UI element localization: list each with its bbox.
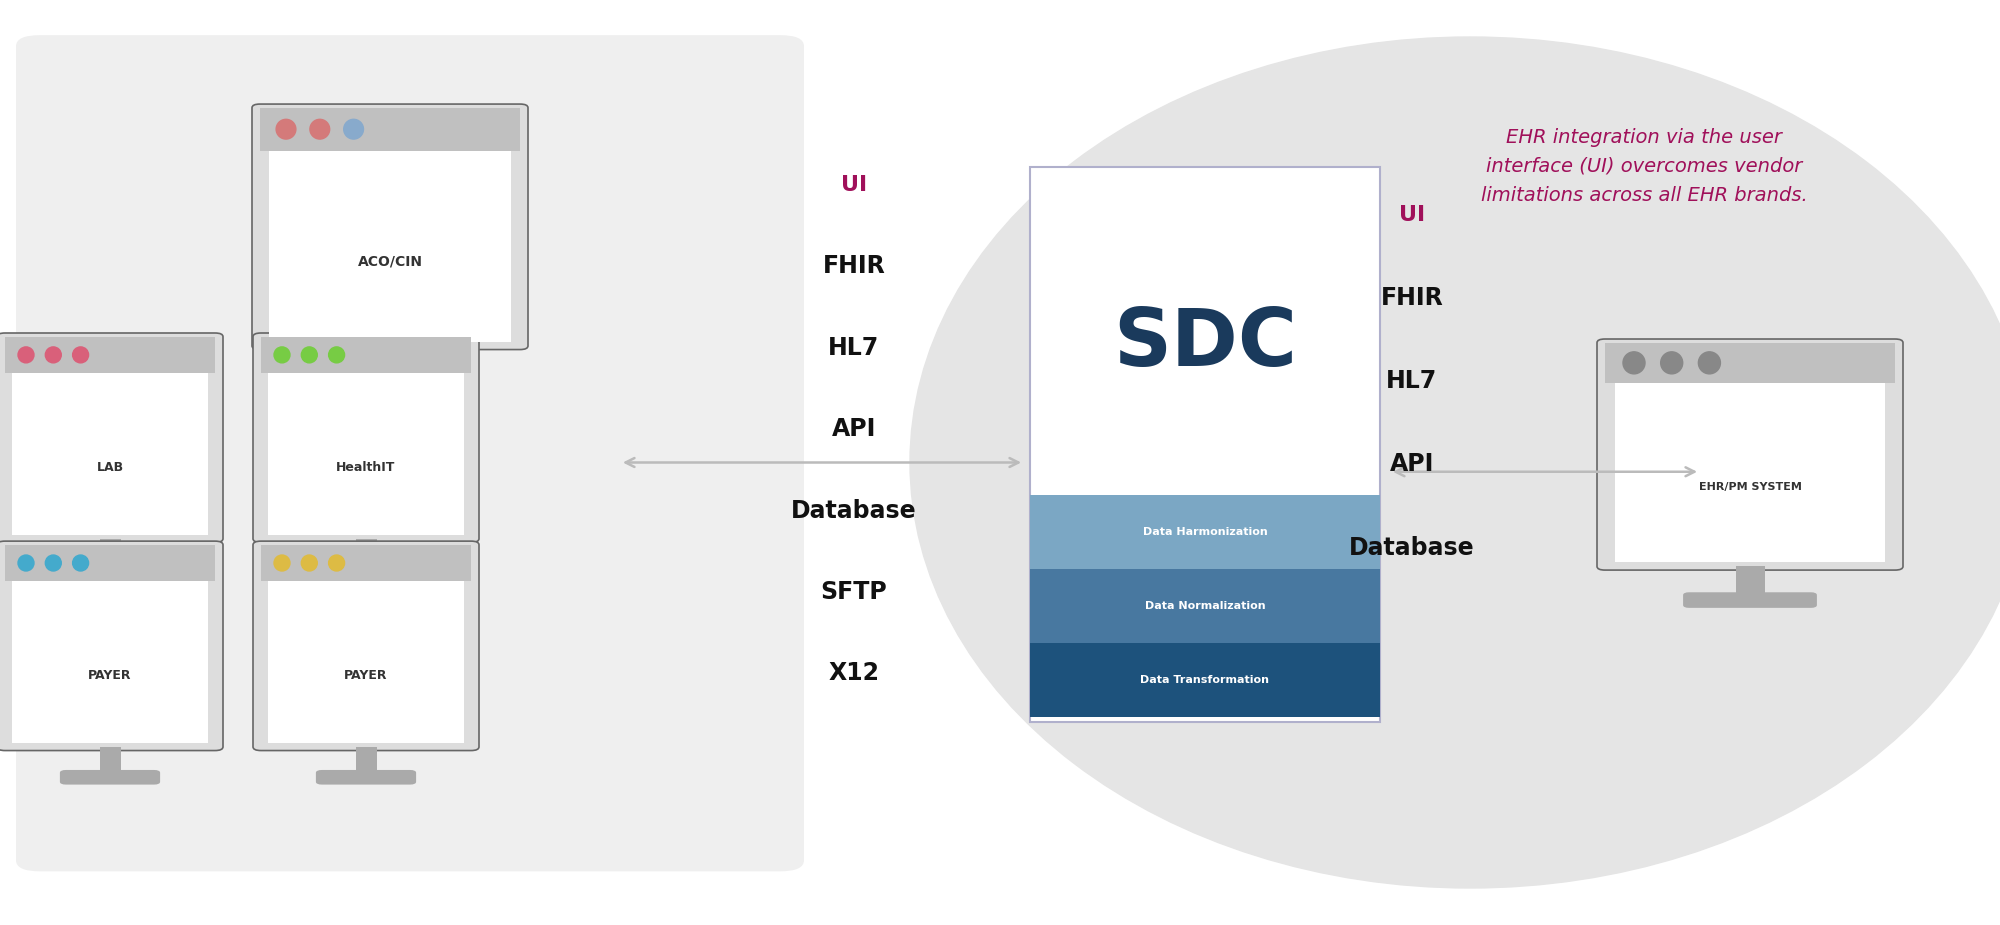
Ellipse shape [46, 347, 62, 363]
Bar [356, 538, 376, 564]
Text: UI: UI [1398, 204, 1426, 225]
Text: LAB: LAB [96, 461, 124, 474]
FancyBboxPatch shape [252, 104, 528, 350]
FancyBboxPatch shape [252, 333, 480, 542]
Text: HealthIT: HealthIT [336, 461, 396, 474]
Text: EHR integration via the user
interface (UI) overcomes vendor
limitations across : EHR integration via the user interface (… [1480, 129, 1808, 204]
FancyBboxPatch shape [316, 561, 416, 576]
FancyBboxPatch shape [60, 770, 160, 784]
FancyBboxPatch shape [60, 561, 160, 576]
Ellipse shape [46, 555, 62, 571]
Ellipse shape [1698, 352, 1720, 374]
FancyBboxPatch shape [316, 770, 416, 784]
Bar [260, 545, 472, 581]
FancyBboxPatch shape [1030, 166, 1380, 722]
FancyBboxPatch shape [330, 374, 450, 389]
Ellipse shape [910, 37, 2000, 888]
Bar [1030, 495, 1380, 569]
Text: Data Harmonization: Data Harmonization [1142, 527, 1268, 536]
Text: ACO/CIN: ACO/CIN [358, 254, 422, 269]
Ellipse shape [276, 119, 296, 139]
Ellipse shape [72, 555, 88, 571]
Text: EHR/PM SYSTEM: EHR/PM SYSTEM [1698, 482, 1802, 492]
Bar [1736, 566, 1764, 595]
Text: SDC: SDC [1112, 305, 1296, 383]
Bar [268, 373, 464, 536]
Ellipse shape [328, 555, 344, 571]
FancyBboxPatch shape [1596, 339, 1904, 570]
FancyBboxPatch shape [0, 333, 222, 542]
Bar [100, 746, 120, 772]
Ellipse shape [344, 119, 364, 139]
Bar [376, 346, 404, 376]
Ellipse shape [1660, 352, 1682, 374]
Bar [260, 337, 472, 373]
Text: UI: UI [840, 175, 868, 195]
Text: API: API [1390, 452, 1434, 476]
Ellipse shape [310, 119, 330, 139]
Bar [268, 581, 464, 744]
Text: API: API [832, 417, 876, 441]
Bar [270, 151, 510, 341]
Text: HL7: HL7 [828, 336, 880, 360]
Bar [1030, 643, 1380, 717]
Text: HL7: HL7 [1386, 369, 1438, 393]
Ellipse shape [18, 555, 34, 571]
Ellipse shape [72, 347, 88, 363]
Text: X12: X12 [828, 661, 880, 685]
Text: FHIR: FHIR [1380, 286, 1444, 310]
Ellipse shape [18, 347, 34, 363]
FancyBboxPatch shape [16, 35, 804, 871]
Text: SFTP: SFTP [820, 580, 888, 604]
Text: Data Normalization: Data Normalization [1144, 601, 1266, 610]
Text: Database: Database [1350, 536, 1474, 560]
Bar [1030, 569, 1380, 643]
Bar [100, 538, 120, 564]
Text: PAYER: PAYER [344, 669, 388, 682]
Bar [1616, 383, 1884, 561]
Bar [6, 337, 216, 373]
Text: Data Transformation: Data Transformation [1140, 675, 1270, 684]
Ellipse shape [1622, 352, 1646, 374]
Ellipse shape [302, 347, 318, 363]
Ellipse shape [274, 555, 290, 571]
Bar [12, 373, 208, 536]
Ellipse shape [302, 555, 318, 571]
Ellipse shape [274, 347, 290, 363]
Bar [1604, 343, 1896, 383]
Bar [356, 746, 376, 772]
Bar [6, 545, 216, 581]
Bar [12, 581, 208, 744]
Bar [260, 108, 520, 151]
FancyBboxPatch shape [0, 541, 222, 750]
Text: FHIR: FHIR [822, 254, 886, 278]
Text: PAYER: PAYER [88, 669, 132, 682]
Text: Database: Database [792, 499, 916, 523]
FancyBboxPatch shape [1684, 592, 1816, 608]
Ellipse shape [328, 347, 344, 363]
FancyBboxPatch shape [252, 541, 480, 750]
